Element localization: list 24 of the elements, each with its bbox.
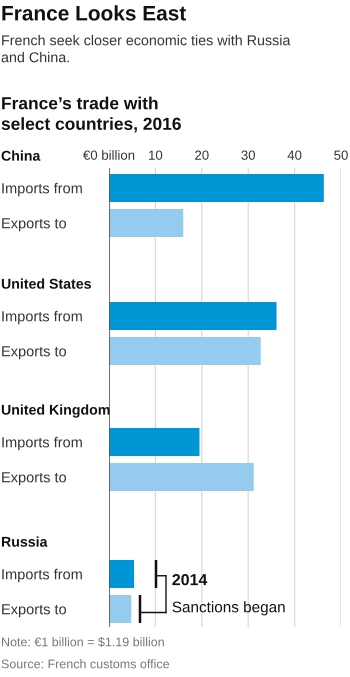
annotation: 2014 [172, 574, 208, 586]
y-tick-label: Exports to [2, 472, 66, 486]
x-tick-label: 40 [288, 150, 302, 160]
text: Note: €1 billion = $1.19 billion [2, 636, 164, 648]
text: France’s trade with select countries, 2016 [2, 96, 181, 132]
chart-title: Russia [2, 536, 48, 547]
x-tick-label: 20 [195, 150, 209, 160]
x-tick-label: 30 [241, 150, 256, 160]
x-tick-label: 50 [334, 150, 348, 160]
y-tick-label: Exports to [2, 346, 66, 360]
chart-title: China [2, 150, 40, 161]
y-tick-label: Imports from [2, 182, 82, 196]
y-tick-label: Exports to [2, 218, 66, 232]
x-tick-label: €0 billion [83, 150, 134, 160]
y-tick-label: Imports from [2, 436, 82, 450]
chart-title: United States [2, 278, 91, 289]
y-tick-label: Exports to [2, 604, 66, 618]
source-note: Source: French customs office [2, 659, 170, 668]
annotation: Sanctions began [172, 601, 285, 616]
text: French seek closer economic ties with Russia and China. [2, 34, 290, 62]
y-tick-label: Imports from [2, 310, 82, 324]
x-tick-label: 10 [149, 150, 162, 160]
y-tick-label: Imports from [2, 568, 82, 582]
text: France Looks East [2, 5, 186, 21]
